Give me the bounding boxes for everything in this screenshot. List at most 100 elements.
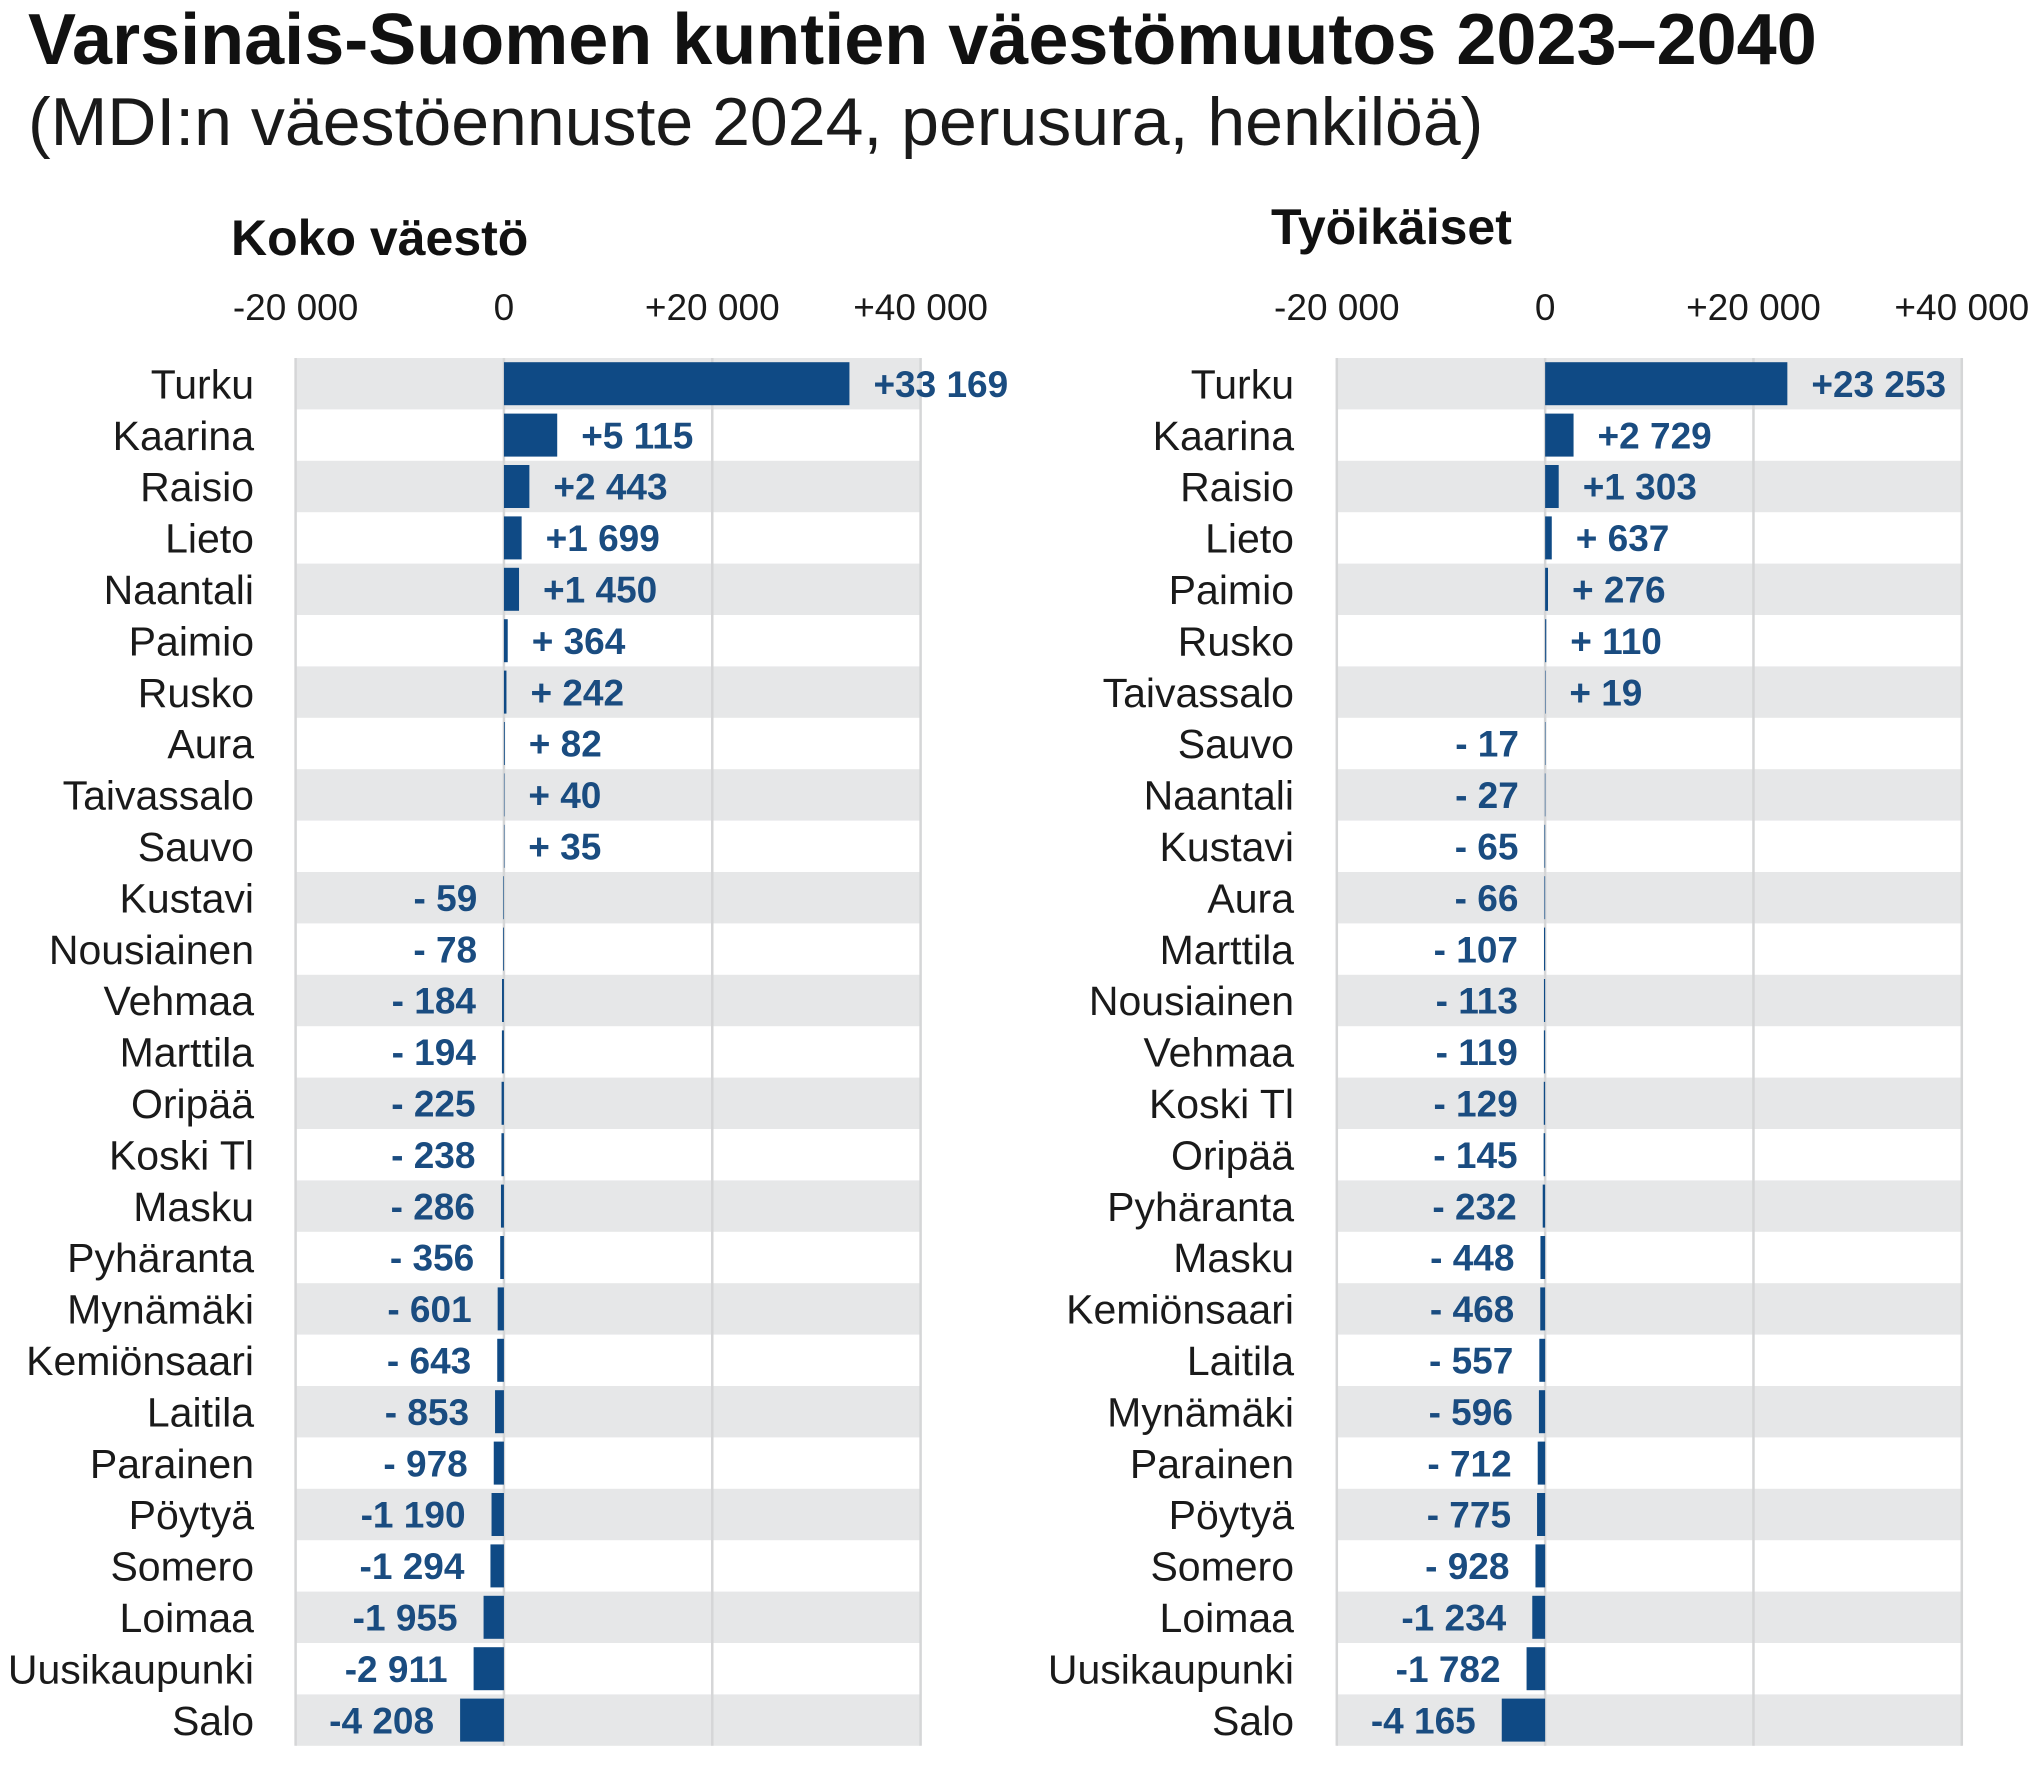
category-label: Sauvo (138, 824, 254, 870)
category-label: Marttila (120, 1030, 255, 1076)
value-label: - 775 (1427, 1495, 1511, 1536)
bar (497, 1287, 504, 1331)
x-tick-label: +20 000 (645, 287, 780, 328)
bar (1544, 773, 1546, 817)
bar (497, 1338, 504, 1382)
value-label: + 637 (1576, 518, 1670, 559)
category-label: Kaarina (1153, 413, 1295, 459)
bar (501, 1133, 504, 1177)
row-band (1336, 1488, 1962, 1541)
category-label: Vehmaa (1144, 1030, 1295, 1076)
bar (501, 1081, 504, 1125)
row-band (1336, 1591, 1962, 1643)
row-band (295, 1591, 921, 1643)
category-label: Pyhäranta (67, 1235, 254, 1281)
category-label: Raisio (1180, 464, 1294, 510)
value-label: - 129 (1433, 1084, 1517, 1125)
row-band (1336, 1386, 1962, 1438)
category-label: Marttila (1160, 927, 1295, 973)
category-label: Koski Tl (109, 1132, 254, 1178)
row-band (295, 1694, 921, 1746)
category-label: Aura (1207, 875, 1294, 921)
bar (495, 1390, 504, 1434)
category-label: Kustavi (120, 875, 254, 921)
value-label: - 448 (1430, 1238, 1514, 1279)
bar (503, 876, 504, 920)
value-label: + 19 (1569, 672, 1642, 713)
value-label: - 643 (387, 1341, 471, 1382)
category-label: Kemiönsaari (1066, 1287, 1294, 1333)
category-label: Parainen (1130, 1441, 1294, 1487)
chart-panel-koko-vaesto: Koko väestö -20 000 0 +20 000 +40 000 Turku +… (8, 210, 1008, 1746)
chart-panel-tyoikaiset: Työikäiset -20 000 0 +20 000 +40 000 Turku +2… (1048, 199, 2029, 1746)
row-band (1336, 666, 1962, 718)
value-label: + 276 (1572, 570, 1666, 611)
value-label: - 853 (385, 1392, 469, 1433)
bar (1545, 465, 1559, 508)
bar (1545, 516, 1552, 560)
row-band (295, 460, 921, 513)
value-label: - 238 (391, 1135, 475, 1176)
bar (1545, 362, 1788, 406)
category-label: Salo (1212, 1698, 1294, 1744)
row-band (1336, 1694, 1962, 1746)
category-label: Salo (172, 1698, 254, 1744)
category-label: Lieto (1205, 516, 1294, 562)
value-label: -1 782 (1396, 1649, 1501, 1690)
value-label: + 242 (530, 672, 624, 713)
category-label: Nousiainen (1089, 978, 1294, 1024)
category-label: Mynämäki (1107, 1389, 1294, 1435)
category-label: Oripää (131, 1081, 254, 1127)
x-tick-label: +20 000 (1686, 287, 1821, 328)
value-label: + 110 (1570, 621, 1662, 662)
value-label: - 928 (1425, 1546, 1509, 1587)
value-label: - 557 (1429, 1341, 1513, 1382)
category-label: Aura (167, 721, 254, 767)
category-label: Sauvo (1178, 721, 1294, 767)
category-label: Paimio (1169, 567, 1294, 613)
bar (1543, 1030, 1546, 1074)
bar (1501, 1698, 1546, 1742)
value-label: -1 955 (353, 1598, 458, 1639)
row-band (295, 769, 921, 821)
value-label: - 978 (383, 1443, 467, 1484)
bar (483, 1595, 504, 1639)
value-label: - 66 (1455, 878, 1519, 919)
value-label: +23 253 (1811, 364, 1946, 405)
value-label: - 145 (1433, 1135, 1517, 1176)
value-label: -4 165 (1371, 1700, 1476, 1741)
bar (503, 773, 505, 817)
category-label: Kaarina (113, 413, 255, 459)
category-label: Vehmaa (104, 978, 255, 1024)
category-label: Taivassalo (63, 773, 254, 819)
value-label: +5 115 (581, 415, 693, 456)
category-label: Somero (110, 1544, 254, 1590)
value-label: - 596 (1429, 1392, 1513, 1433)
category-label: Rusko (138, 670, 254, 716)
bar (1543, 1081, 1546, 1125)
value-label: - 601 (387, 1289, 471, 1330)
value-label: - 27 (1455, 775, 1519, 816)
x-tick-label: +40 000 (853, 287, 988, 328)
category-label: Loimaa (1160, 1595, 1295, 1641)
category-label: Lieto (165, 516, 254, 562)
category-label: Nousiainen (49, 927, 254, 973)
row-band (295, 1386, 921, 1438)
bar (1542, 1184, 1546, 1228)
x-tick-label: -20 000 (1274, 287, 1400, 328)
bar (1526, 1647, 1546, 1691)
bar (1545, 567, 1549, 611)
value-label: +2 729 (1598, 415, 1712, 456)
bar (503, 824, 505, 868)
page-title: Varsinais-Suomen kuntien väestömuutos 20… (28, 0, 1817, 80)
bar (1540, 1236, 1546, 1279)
bar (503, 516, 522, 560)
bar (500, 1184, 504, 1228)
value-label: - 107 (1434, 929, 1518, 970)
category-label: Uusikaupunki (8, 1646, 254, 1692)
row-band (295, 872, 921, 924)
row-band (1336, 974, 1962, 1027)
row-band (1336, 460, 1962, 513)
value-label: - 194 (392, 1032, 477, 1073)
